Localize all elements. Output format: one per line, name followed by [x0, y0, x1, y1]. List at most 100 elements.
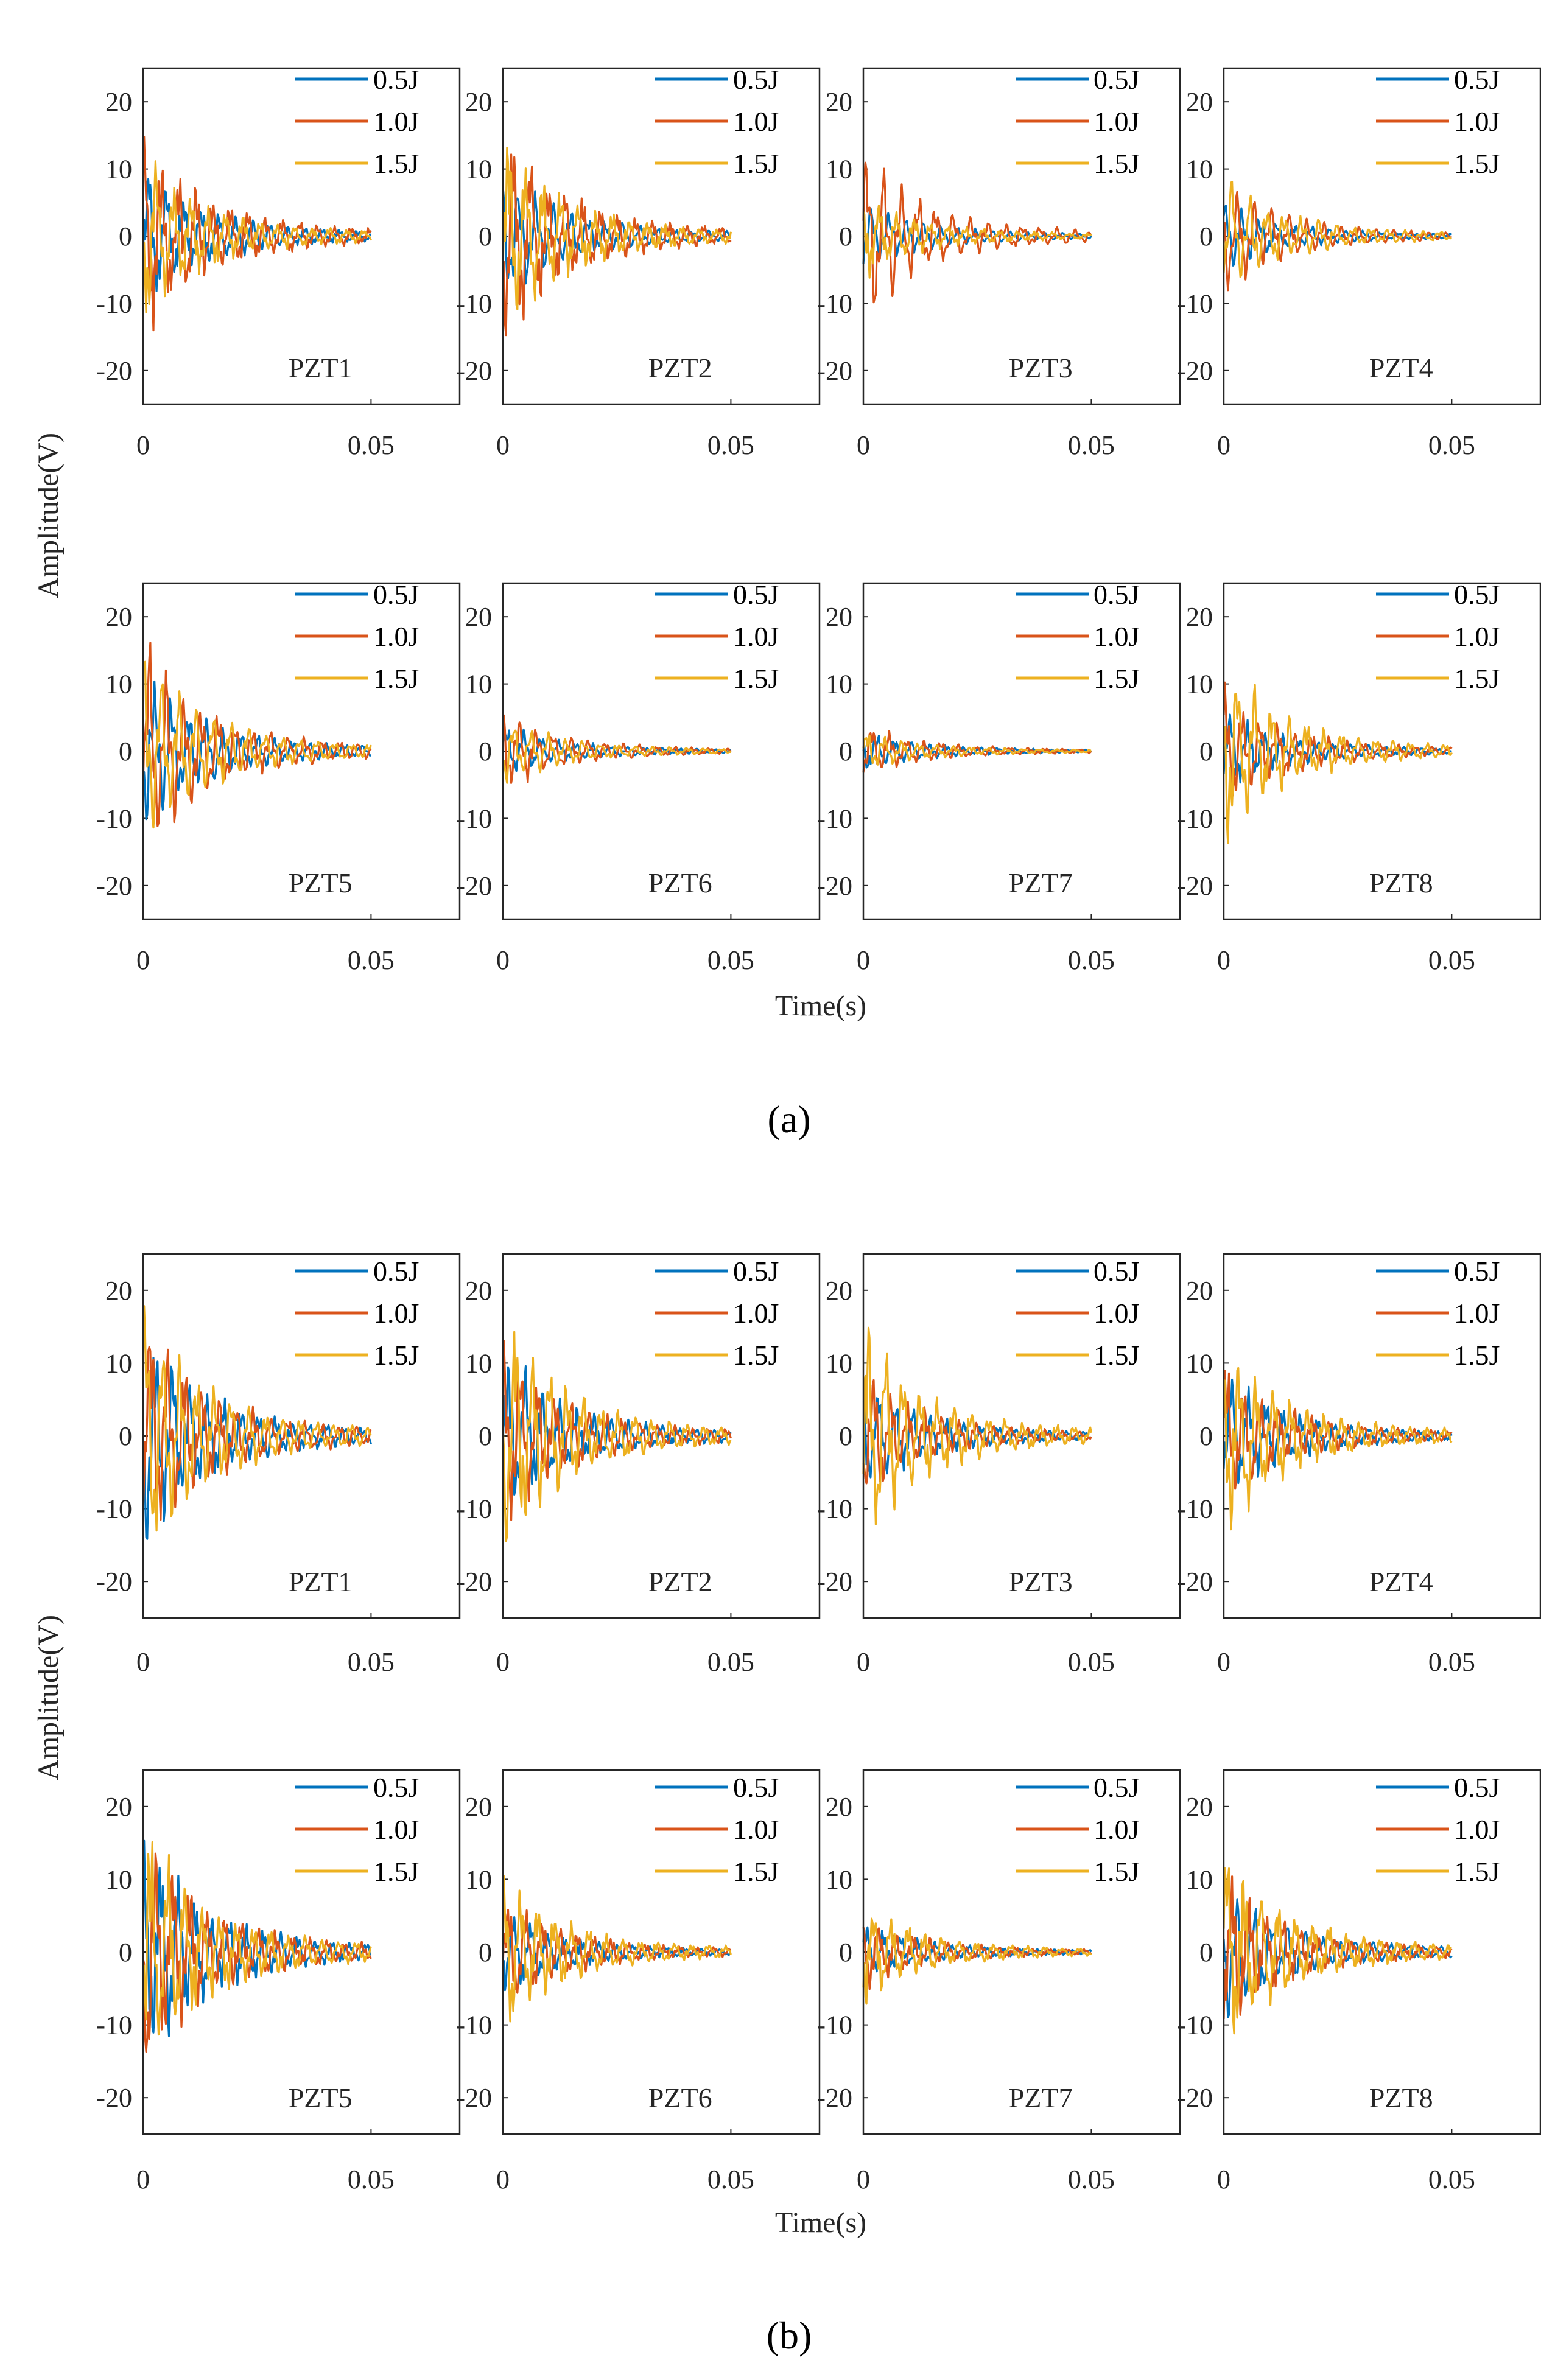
- x-tick-label: 0: [496, 2165, 510, 2194]
- series-15j-line: [502, 1331, 732, 1542]
- x-tick-label: 0.05: [348, 945, 395, 975]
- y-tick-label: 20: [465, 1276, 492, 1306]
- axes-box: [142, 582, 461, 920]
- axes-box: [862, 1253, 1181, 1619]
- y-tick-label: -10: [816, 289, 852, 318]
- y-tick-label: -10: [816, 1494, 852, 1524]
- y-tick-label: 20: [465, 87, 492, 117]
- x-axis-label: Time(s): [775, 990, 866, 1022]
- y-tick-label: -20: [456, 871, 492, 901]
- y-tick-label: -10: [816, 2011, 852, 2040]
- y-tick-label: -10: [1177, 289, 1213, 318]
- panel-pzt5: 20 10 0 -10 -20 0 0.05 0.5J 1.0J 1.5J PZT5: [96, 1769, 461, 2194]
- panel-label: PZT1: [289, 352, 353, 383]
- axes-box: [502, 582, 821, 920]
- y-tick-label: 20: [465, 602, 492, 632]
- y-tick-label: 0: [1199, 737, 1213, 766]
- legend-label: 1.0J: [373, 106, 419, 137]
- y-tick-label: 20: [826, 602, 852, 632]
- panel-label: PZT8: [1369, 2082, 1433, 2113]
- y-tick-label: 0: [839, 222, 852, 251]
- axes-box: [862, 582, 1181, 920]
- y-tick-label: 20: [1186, 1276, 1213, 1306]
- series-05j-line: [502, 1916, 732, 1992]
- y-tick-label: -10: [96, 803, 132, 833]
- legend-label: 1.5J: [1093, 663, 1139, 694]
- x-tick-label: 0.05: [1068, 430, 1115, 460]
- y-tick-label: 20: [1186, 87, 1213, 117]
- x-tick-label: 0: [1217, 430, 1230, 460]
- series-10j-line: [142, 136, 372, 332]
- series-15j-line: [862, 1326, 1092, 1525]
- panel-label: PZT4: [1369, 1566, 1433, 1597]
- axes-box: [1223, 1769, 1541, 2135]
- legend-label: 1.5J: [1454, 1856, 1500, 1887]
- legend-label: 1.0J: [1093, 106, 1139, 137]
- series-15j-line: [142, 1305, 372, 1532]
- series-15j-line: [502, 147, 732, 310]
- axes-box: [862, 1769, 1181, 2135]
- x-tick-label: 0.05: [707, 945, 754, 975]
- legend-label: 1.0J: [1093, 1298, 1139, 1329]
- x-tick-label: 0.05: [707, 2165, 754, 2194]
- y-tick-label: 0: [119, 1421, 132, 1451]
- figure-caption: (b): [767, 2314, 812, 2357]
- legend-label: 1.5J: [733, 1856, 779, 1887]
- panel-label: PZT1: [289, 1566, 353, 1597]
- legend-label: 0.5J: [1093, 579, 1139, 610]
- panel-label: PZT4: [1369, 352, 1433, 383]
- x-tick-label: 0: [857, 945, 870, 975]
- series-05j-line: [142, 680, 372, 821]
- x-tick-label: 0.05: [1068, 945, 1115, 975]
- y-tick-label: 10: [465, 1348, 492, 1378]
- y-tick-label: 10: [1186, 155, 1213, 184]
- legend-label: 1.0J: [1093, 621, 1139, 652]
- y-tick-label: 0: [839, 737, 852, 766]
- legend-label: 0.5J: [1454, 1772, 1500, 1803]
- series-10j-line: [862, 1927, 1092, 1990]
- series-05j-line: [502, 186, 732, 285]
- series-10j-line: [502, 1340, 732, 1521]
- panel-pzt2: 20 10 0 -10 -20 0 0.05 0.5J 1.0J 1.5J PZT2: [456, 64, 821, 460]
- y-tick-label: 10: [105, 1348, 132, 1378]
- y-tick-label: -10: [1177, 2011, 1213, 2040]
- x-tick-label: 0.05: [348, 2165, 395, 2194]
- y-tick-label: 10: [465, 155, 492, 184]
- axes-box: [142, 1769, 461, 2135]
- series-15j-line: [1223, 684, 1453, 844]
- y-tick-label: 0: [839, 1421, 852, 1451]
- y-tick-label: 10: [826, 1348, 852, 1378]
- series-05j-line: [1223, 1378, 1453, 1485]
- y-tick-label: -20: [1177, 2083, 1213, 2113]
- x-tick-label: 0: [136, 945, 150, 975]
- x-tick-label: 0.05: [1428, 2165, 1475, 2194]
- y-tick-label: 0: [1199, 1421, 1213, 1451]
- y-tick-label: 20: [105, 87, 132, 117]
- x-tick-label: 0: [136, 1647, 150, 1677]
- legend-label: 0.5J: [373, 579, 419, 610]
- series-05j-line: [142, 1357, 372, 1540]
- series-15j-line: [502, 729, 731, 784]
- series-15j-line: [502, 1875, 732, 2023]
- y-tick-label: 0: [1199, 1937, 1213, 1967]
- panel-label: PZT7: [1009, 2082, 1073, 2113]
- y-tick-label: -20: [816, 356, 852, 386]
- axes-box: [1223, 1253, 1541, 1619]
- x-tick-label: 0: [1217, 1647, 1230, 1677]
- panel-pzt8: 20 10 0 -10 -20 0 0.05 0.5J 1.0J 1.5J PZT8: [1177, 1769, 1541, 2194]
- series-10j-line: [142, 1346, 372, 1521]
- panel-pzt7: 20 10 0 -10 -20 0 0.05 0.5J 1.0J 1.5J PZT7: [816, 1769, 1181, 2194]
- legend-label: 1.5J: [1454, 663, 1500, 694]
- y-tick-label: -10: [1177, 803, 1213, 833]
- y-tick-label: 10: [105, 670, 132, 699]
- legend-label: 0.5J: [373, 1256, 419, 1287]
- panel-pzt3: 20 10 0 -10 -20 0 0.05 0.5J 1.0J 1.5J PZT3: [816, 1253, 1181, 1677]
- y-tick-label: 0: [119, 1937, 132, 1967]
- x-tick-label: 0.05: [1068, 1647, 1115, 1677]
- legend-label: 1.5J: [1454, 1340, 1500, 1371]
- y-tick-label: -10: [456, 289, 492, 318]
- series-10j-line: [1223, 191, 1452, 292]
- x-tick-label: 0.05: [707, 1647, 754, 1677]
- series-15j-line: [142, 160, 372, 313]
